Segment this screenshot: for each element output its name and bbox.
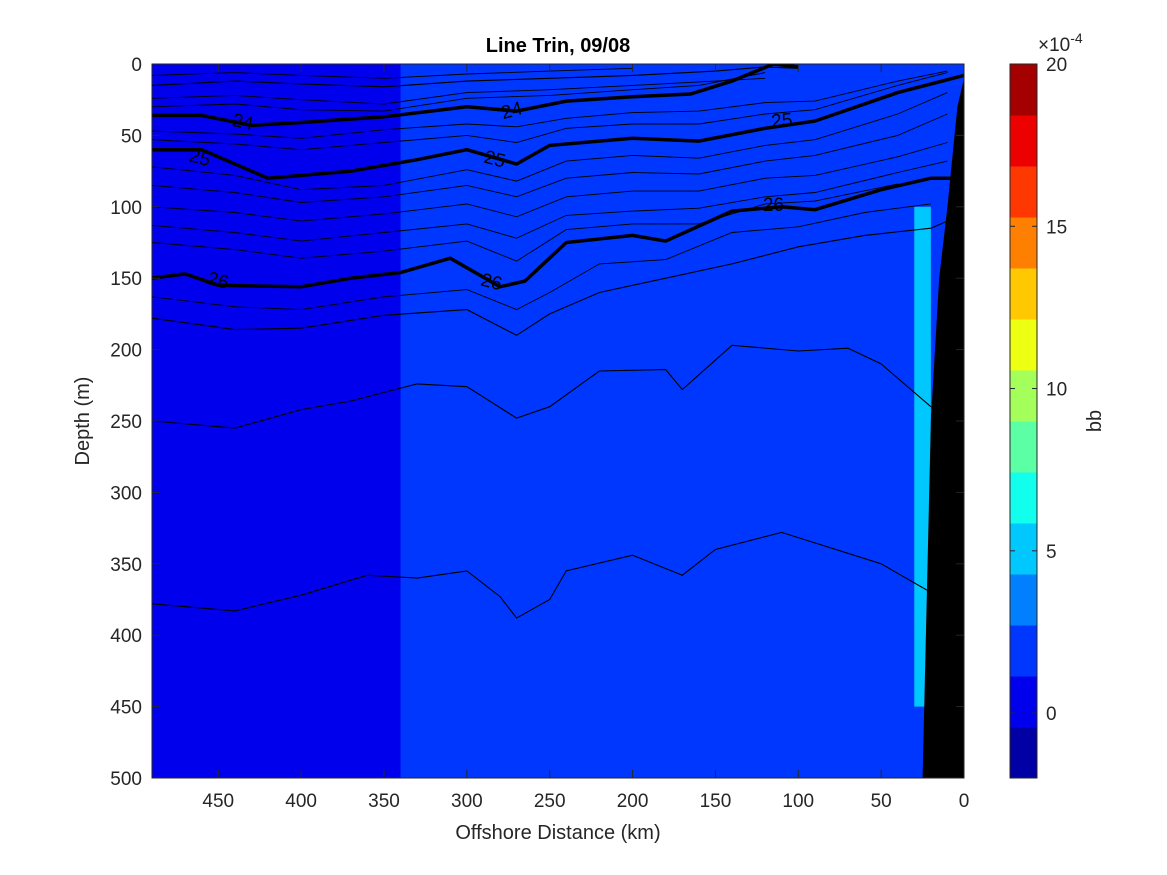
thin-contour-2 bbox=[152, 72, 766, 112]
colorbar-band-12 bbox=[1010, 115, 1037, 167]
colorbar-exponent-power: -4 bbox=[1070, 30, 1083, 46]
y-tick-label-0: 0 bbox=[131, 55, 142, 76]
thin-contour-4 bbox=[152, 72, 948, 151]
thin-contour-6 bbox=[152, 113, 948, 203]
contour-label-24-0: 24 bbox=[230, 110, 255, 135]
y-tick-label-2: 100 bbox=[110, 198, 142, 219]
x-axis: 450 400 350 300 250 200 150 100 50 0 bbox=[202, 64, 969, 812]
y-tick-label-3: 150 bbox=[110, 269, 142, 290]
colorbar-band-10 bbox=[1010, 217, 1037, 269]
x-axis-label: Offshore Distance (km) bbox=[455, 822, 660, 844]
x-tick-label-5: 200 bbox=[617, 791, 649, 812]
y-axis-label: Depth (m) bbox=[72, 377, 94, 466]
thin-contour-3 bbox=[152, 70, 948, 139]
x-tick-label-6: 150 bbox=[700, 791, 732, 812]
density-contour-26-3 bbox=[152, 176, 951, 289]
y-tick-label-6: 300 bbox=[110, 483, 142, 504]
colorbar-tick-label-0: 0 bbox=[1046, 704, 1057, 725]
field-zone-3 bbox=[914, 206, 931, 707]
colorbar-tick-label-2: 10 bbox=[1046, 380, 1067, 401]
y-tick-label-7: 350 bbox=[110, 555, 142, 576]
thin-contour-7 bbox=[152, 142, 948, 222]
thin-contour-9 bbox=[152, 183, 898, 262]
colorbar-tick-label-4: 20 bbox=[1046, 55, 1067, 76]
colorbar-band-9 bbox=[1010, 268, 1037, 320]
x-tick-label-3: 300 bbox=[451, 791, 483, 812]
density-contour-unlabeled-5 bbox=[152, 344, 932, 429]
y-axis: 0 50 100 150 200 250 300 350 400 450 500 bbox=[110, 55, 964, 790]
colorbar-label: bb bbox=[1084, 410, 1106, 432]
colorbar-tick-label-1: 5 bbox=[1046, 542, 1057, 563]
x-tick-label-7: 100 bbox=[782, 791, 814, 812]
colorbar-band-1 bbox=[1010, 676, 1037, 728]
x-tick-label-0: 450 bbox=[202, 791, 234, 812]
contour-label-25-4: 25 bbox=[770, 110, 793, 133]
x-tick-label-2: 350 bbox=[368, 791, 400, 812]
colorbar-band-7 bbox=[1010, 370, 1037, 422]
y-tick-label-4: 200 bbox=[110, 341, 142, 362]
colorbar-tick-label-3: 15 bbox=[1046, 217, 1067, 238]
x-tick-label-9: 0 bbox=[959, 791, 970, 812]
colorbar-band-3 bbox=[1010, 574, 1037, 626]
thin-contour-1 bbox=[152, 77, 766, 105]
field-zone-2 bbox=[698, 206, 915, 778]
thin-contour-5 bbox=[152, 92, 948, 191]
colorbar: 0 5 10 15 20 bbox=[1009, 55, 1067, 779]
x-tick-label-8: 50 bbox=[871, 791, 892, 812]
x-tick-label-1: 400 bbox=[285, 791, 317, 812]
y-tick-label-9: 450 bbox=[110, 698, 142, 719]
colorbar-band-11 bbox=[1010, 166, 1037, 218]
y-tick-label-10: 500 bbox=[110, 769, 142, 790]
colorbar-band-0 bbox=[1010, 727, 1037, 779]
colorbar-band-5 bbox=[1010, 472, 1037, 524]
colorbar-frame bbox=[1009, 63, 1038, 779]
colorbar-band-2 bbox=[1010, 625, 1037, 677]
y-tick-label-8: 400 bbox=[110, 626, 142, 647]
chart-title: Line Trin, 09/08 bbox=[486, 35, 631, 57]
field-zone-1 bbox=[400, 278, 699, 778]
x-tick-label-4: 250 bbox=[534, 791, 566, 812]
density-contour-unlabeled-0 bbox=[152, 66, 799, 88]
density-contour-24-1 bbox=[152, 64, 799, 128]
colorbar-exponent-base: ×10 bbox=[1038, 35, 1070, 56]
field-zone-0 bbox=[152, 64, 401, 778]
thin-contour-10 bbox=[152, 203, 931, 311]
colorbar-exponent: ×10-4 bbox=[1038, 30, 1083, 56]
seafloor bbox=[922, 78, 964, 778]
density-contour-unlabeled-4 bbox=[152, 220, 948, 336]
y-tick-label-1: 50 bbox=[121, 126, 142, 147]
thin-contour-8 bbox=[152, 160, 948, 242]
density-contour-unlabeled-6 bbox=[152, 531, 932, 619]
colorbar-band-13 bbox=[1010, 64, 1037, 116]
colorbar-band-8 bbox=[1010, 319, 1037, 371]
colorbar-band-4 bbox=[1010, 523, 1037, 575]
density-contour-25-2 bbox=[152, 73, 964, 180]
contour-label-26-7: 26 bbox=[763, 195, 784, 216]
y-tick-label-5: 250 bbox=[110, 412, 142, 433]
colorbar-band-6 bbox=[1010, 421, 1037, 473]
